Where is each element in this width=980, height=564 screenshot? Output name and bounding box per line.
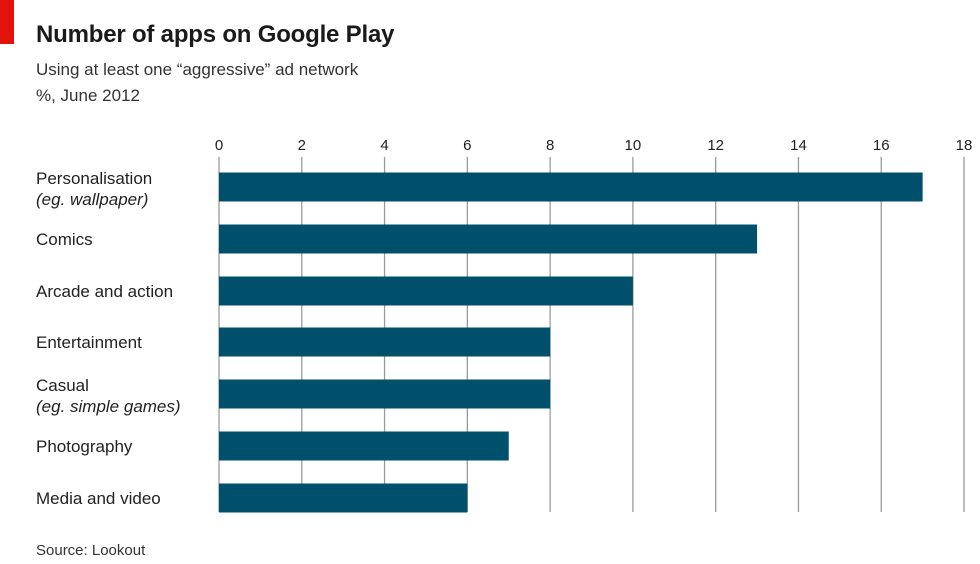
category-label: Comics [36,230,93,249]
x-tick-label: 10 [625,137,642,154]
x-tick-label: 16 [873,137,890,154]
category-label: Entertainment [36,333,142,352]
bar-entertainment [219,327,551,357]
x-tick-label: 6 [463,137,471,154]
x-tick-label: 4 [380,137,388,154]
chart-unit-date: %, June 2012 [36,86,140,105]
category-label: Photography [36,437,133,456]
x-tick-label: 0 [215,137,223,154]
chart-source: Source: Lookout [36,542,146,559]
bar-casual [219,379,551,409]
category-sublabel: (eg. simple games) [36,397,181,416]
bar-media-and-video [219,483,468,513]
chart-subtitle: Using at least one “aggressive” ad netwo… [36,60,359,79]
x-tick-label: 8 [546,137,554,154]
bar-arcade-and-action [219,276,633,306]
category-label: Personalisation [36,169,152,188]
chart-title: Number of apps on Google Play [36,21,395,48]
x-tick-label: 2 [298,137,306,154]
x-tick-label: 12 [707,137,724,154]
category-label: Casual [36,376,89,395]
brand-accent-tab [0,0,14,44]
x-tick-label: 14 [790,137,807,154]
bar-photography [219,431,509,461]
bar-comics [219,224,758,254]
category-label: Media and video [36,489,161,508]
bar-personalisation [219,172,923,202]
category-sublabel: (eg. wallpaper) [36,190,148,209]
x-tick-label: 18 [956,137,973,154]
category-label: Arcade and action [36,282,173,301]
